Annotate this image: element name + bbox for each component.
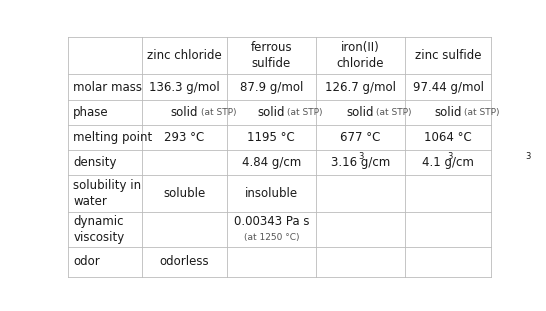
Text: solid: solid	[258, 106, 285, 119]
Text: 677 °C: 677 °C	[340, 131, 381, 144]
Text: 126.7 g/mol: 126.7 g/mol	[325, 81, 396, 94]
Text: zinc sulfide: zinc sulfide	[415, 49, 481, 63]
Text: dynamic
viscosity: dynamic viscosity	[73, 215, 124, 244]
Text: 97.44 g/mol: 97.44 g/mol	[413, 81, 484, 94]
Text: 4.84 g/cm: 4.84 g/cm	[242, 156, 301, 169]
Text: (at STP): (at STP)	[287, 108, 323, 117]
Text: 293 °C: 293 °C	[164, 131, 205, 144]
Text: 1195 °C: 1195 °C	[247, 131, 295, 144]
Text: ferrous
sulfide: ferrous sulfide	[251, 41, 292, 70]
Text: phase: phase	[73, 106, 109, 119]
Text: odor: odor	[73, 255, 100, 268]
Text: molar mass: molar mass	[73, 81, 143, 94]
Text: solid: solid	[434, 106, 462, 119]
Text: 1064 °C: 1064 °C	[424, 131, 472, 144]
Text: 87.9 g/mol: 87.9 g/mol	[240, 81, 303, 94]
Text: 136.3 g/mol: 136.3 g/mol	[149, 81, 220, 94]
Text: insoluble: insoluble	[245, 187, 298, 200]
Text: soluble: soluble	[163, 187, 206, 200]
Text: odorless: odorless	[160, 255, 210, 268]
Text: zinc chloride: zinc chloride	[147, 49, 222, 63]
Text: 0.00343 Pa s: 0.00343 Pa s	[234, 215, 309, 228]
Text: solid: solid	[171, 106, 198, 119]
Text: (at 1250 °C): (at 1250 °C)	[244, 233, 299, 242]
Text: solubility in
water: solubility in water	[73, 179, 141, 208]
Text: solid: solid	[347, 106, 374, 119]
Text: iron(II)
chloride: iron(II) chloride	[336, 41, 384, 70]
Text: 4.1 g/cm: 4.1 g/cm	[422, 156, 474, 169]
Text: melting point: melting point	[73, 131, 152, 144]
Text: 3: 3	[358, 152, 364, 161]
Text: 3: 3	[525, 152, 531, 161]
Text: density: density	[73, 156, 117, 169]
Text: (at STP): (at STP)	[201, 108, 236, 117]
Text: (at STP): (at STP)	[464, 108, 500, 117]
Text: (at STP): (at STP)	[376, 108, 412, 117]
Text: 3.16 g/cm: 3.16 g/cm	[330, 156, 390, 169]
Text: 3: 3	[447, 152, 452, 161]
